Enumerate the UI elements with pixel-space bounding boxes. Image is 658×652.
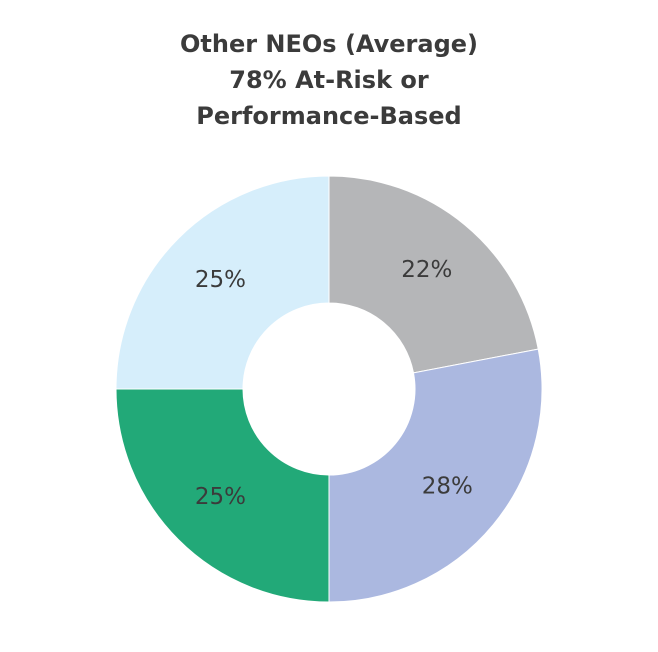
- donut-slice-4: [115, 175, 330, 390]
- slice-label-3: 25%: [195, 484, 246, 510]
- chart-title-line-3: Performance-Based: [196, 102, 462, 130]
- chart-title-line-1: Other NEOs (Average): [179, 30, 479, 58]
- slice-label-1: 22%: [401, 257, 452, 283]
- donut-slice-2: [328, 348, 543, 603]
- chart-title-line-2: 78% At-Risk or: [229, 66, 429, 94]
- chart-title: Other NEOs (Average) 78% At-Risk or Perf…: [0, 26, 658, 134]
- donut-slice-3: [115, 388, 330, 603]
- slice-label-4: 25%: [195, 267, 246, 293]
- donut-slice-1: [328, 175, 539, 374]
- slice-label-2: 28%: [422, 473, 473, 499]
